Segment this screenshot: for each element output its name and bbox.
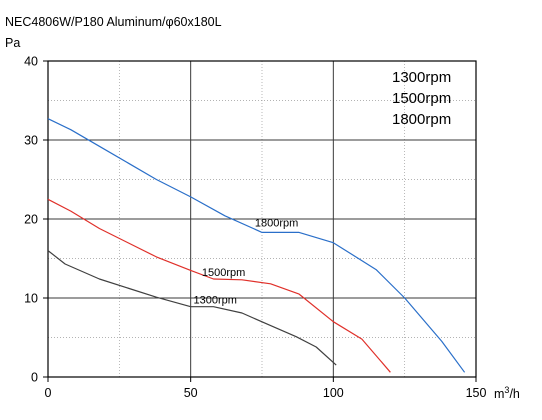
series-label-1500rpm: 1500rpm <box>202 267 245 279</box>
x-unit-suffix: /h <box>509 387 519 401</box>
y-tick-label: 20 <box>24 213 38 227</box>
series-lines <box>47 118 466 373</box>
y-axis-unit: Pa <box>5 36 20 50</box>
x-unit-superscript: 3 <box>504 385 509 395</box>
chart-title: NEC4806W/P180 Aluminum/φ60x180L <box>5 15 222 29</box>
series-line-1300rpm <box>47 250 337 366</box>
x-tick-label: 50 <box>184 386 198 400</box>
axes <box>43 60 477 382</box>
x-tick-label: 100 <box>323 386 344 400</box>
legend-item: 1300rpm <box>392 69 451 86</box>
x-unit-base: m <box>494 387 504 401</box>
legend: 1300rpm 1500rpm 1800rpm <box>392 69 451 128</box>
series-label-1300rpm: 1300rpm <box>193 295 236 307</box>
legend-item: 1500rpm <box>392 90 451 107</box>
y-tick-label: 0 <box>31 371 38 385</box>
x-tick-label: 150 <box>466 386 487 400</box>
tick-labels: 0 50 100 150 0 10 20 30 40 <box>24 55 486 401</box>
series-line-1800rpm <box>47 118 466 373</box>
series-line-1500rpm <box>47 198 391 373</box>
series-labels: 1300rpm 1500rpm 1800rpm <box>193 217 298 306</box>
x-axis-unit: m3/h <box>494 385 520 401</box>
series-label-1800rpm: 1800rpm <box>255 217 298 229</box>
y-tick-label: 10 <box>24 292 38 306</box>
x-tick-label: 0 <box>45 386 52 400</box>
y-tick-label: 40 <box>24 55 38 69</box>
legend-item: 1800rpm <box>392 111 451 128</box>
y-tick-label: 30 <box>24 134 38 148</box>
